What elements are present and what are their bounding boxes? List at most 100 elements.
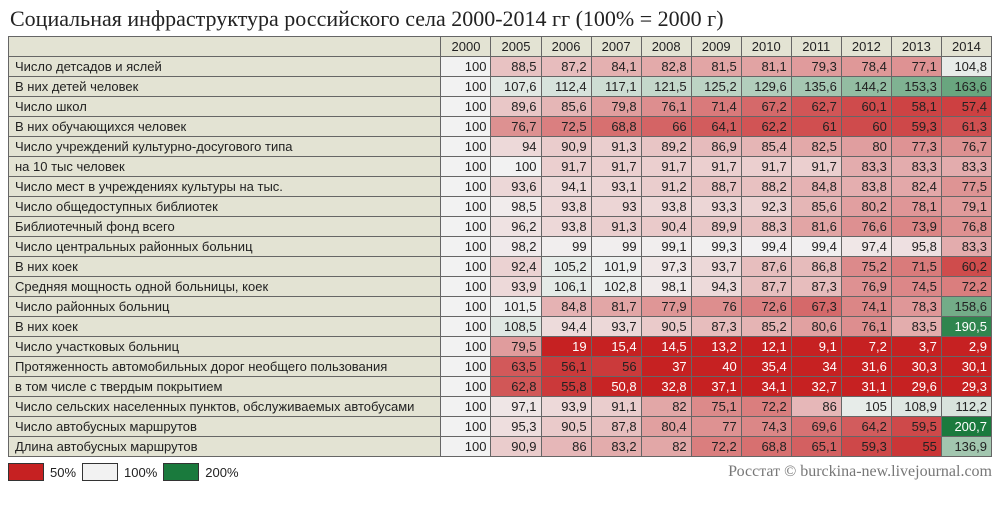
cell: 84,1 (591, 57, 641, 77)
cell: 2,9 (941, 337, 991, 357)
cell: 136,9 (941, 437, 991, 457)
cell: 83,5 (891, 317, 941, 337)
cell: 99 (591, 237, 641, 257)
table-row: Число центральных районных больниц10098,… (9, 237, 992, 257)
cell: 85,2 (741, 317, 791, 337)
cell: 76 (691, 297, 741, 317)
cell: 67,2 (741, 97, 791, 117)
cell: 91,7 (641, 157, 691, 177)
legend-label-high: 200% (205, 465, 238, 480)
cell: 81,6 (791, 217, 841, 237)
cell: 99,3 (691, 237, 741, 257)
cell: 80,6 (791, 317, 841, 337)
cell: 90,5 (641, 317, 691, 337)
cell: 13,2 (691, 337, 741, 357)
cell: 83,8 (841, 177, 891, 197)
row-label: Число участковых больниц (9, 337, 441, 357)
cell: 100 (441, 437, 491, 457)
cell: 72,2 (941, 277, 991, 297)
cell: 95,3 (491, 417, 541, 437)
cell: 77 (691, 417, 741, 437)
row-label: Средняя мощность одной больницы, коек (9, 277, 441, 297)
cell: 93,7 (691, 257, 741, 277)
cell: 100 (441, 217, 491, 237)
cell: 88,3 (741, 217, 791, 237)
cell: 88,2 (741, 177, 791, 197)
cell: 82,5 (791, 137, 841, 157)
legend-swatch-high (163, 463, 199, 481)
cell: 190,5 (941, 317, 991, 337)
cell: 91,7 (541, 157, 591, 177)
cell: 71,5 (891, 257, 941, 277)
cell: 94,4 (541, 317, 591, 337)
cell: 57,4 (941, 97, 991, 117)
cell: 86 (541, 437, 591, 457)
cell: 98,1 (641, 277, 691, 297)
row-label: Библиотечный фонд всего (9, 217, 441, 237)
cell: 93,1 (591, 177, 641, 197)
cell: 93,9 (541, 397, 591, 417)
cell: 100 (441, 377, 491, 397)
cell: 65,1 (791, 437, 841, 457)
cell: 104,8 (941, 57, 991, 77)
cell: 105,2 (541, 257, 591, 277)
cell: 112,4 (541, 77, 591, 97)
cell: 34 (791, 357, 841, 377)
credit-text: Росстат © burckina-new.livejournal.com (728, 463, 992, 481)
cell: 89,6 (491, 97, 541, 117)
row-label: Длина автобусных маршрутов (9, 437, 441, 457)
cell: 90,9 (491, 437, 541, 457)
cell: 76,7 (491, 117, 541, 137)
table-body: Число детсадов и яслей10088,587,284,182,… (9, 57, 992, 457)
row-label: Число центральных районных больниц (9, 237, 441, 257)
table-row: В них коек100108,594,493,790,587,385,280… (9, 317, 992, 337)
cell: 91,7 (791, 157, 841, 177)
legend-label-mid: 100% (124, 465, 157, 480)
cell: 69,6 (791, 417, 841, 437)
table-row: Число сельских населенных пунктов, обслу… (9, 397, 992, 417)
cell: 83,2 (591, 437, 641, 457)
cell: 100 (441, 197, 491, 217)
cell: 30,1 (941, 357, 991, 377)
cell: 83,3 (941, 237, 991, 257)
cell: 15,4 (591, 337, 641, 357)
cell: 55,8 (541, 377, 591, 397)
cell: 76,1 (641, 97, 691, 117)
cell: 99 (541, 237, 591, 257)
row-label: В них коек (9, 317, 441, 337)
table-row: Число участковых больниц10079,51915,414,… (9, 337, 992, 357)
cell: 66 (641, 117, 691, 137)
cell: 100 (441, 57, 491, 77)
cell: 77,5 (941, 177, 991, 197)
row-label: на 10 тыс человек (9, 157, 441, 177)
cell: 19 (541, 337, 591, 357)
cell: 100 (441, 117, 491, 137)
table-row: Протяженность автомобильных дорог необще… (9, 357, 992, 377)
cell: 91,3 (591, 137, 641, 157)
table-header-year: 2011 (791, 37, 841, 57)
cell: 100 (441, 77, 491, 97)
cell: 78,1 (891, 197, 941, 217)
table-row: на 10 тыс человек10010091,791,791,791,79… (9, 157, 992, 177)
cell: 112,2 (941, 397, 991, 417)
cell: 153,3 (891, 77, 941, 97)
row-label: Число сельских населенных пунктов, обслу… (9, 397, 441, 417)
row-label: В них детей человек (9, 77, 441, 97)
cell: 78,3 (891, 297, 941, 317)
cell: 61,3 (941, 117, 991, 137)
table-row: Длина автобусных маршрутов10090,98683,28… (9, 437, 992, 457)
cell: 56,1 (541, 357, 591, 377)
cell: 107,6 (491, 77, 541, 97)
cell: 60 (841, 117, 891, 137)
table-header-year: 2014 (941, 37, 991, 57)
cell: 56 (591, 357, 641, 377)
row-label: В них коек (9, 257, 441, 277)
cell: 3,7 (891, 337, 941, 357)
table-row: Число районных больниц100101,584,881,777… (9, 297, 992, 317)
cell: 60,1 (841, 97, 891, 117)
cell: 100 (441, 417, 491, 437)
row-label: В них обучающихся человек (9, 117, 441, 137)
cell: 91,7 (591, 157, 641, 177)
cell: 135,6 (791, 77, 841, 97)
cell: 100 (441, 297, 491, 317)
